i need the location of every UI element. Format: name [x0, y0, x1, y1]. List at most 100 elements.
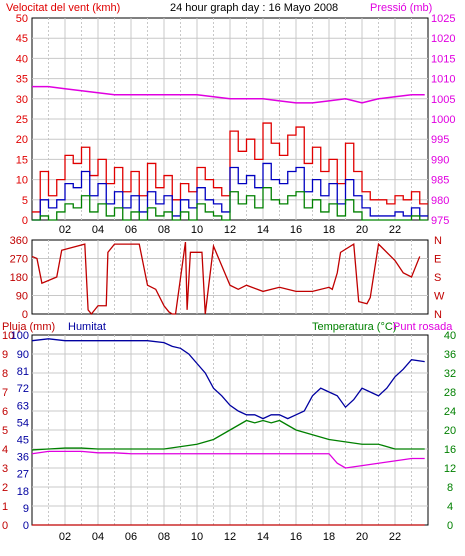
compass-tick: E: [434, 254, 441, 266]
wind-y-tick: 15: [16, 154, 28, 166]
pressure-y-tick: 1005: [431, 94, 455, 106]
rain-y-tick: 10: [2, 330, 14, 342]
temperature-y-tick: 4: [447, 501, 453, 513]
x-tick-label-panel3: 08: [158, 531, 170, 543]
chart-title: 24 hour graph day : 16 Mayo 2008: [170, 2, 338, 14]
x-tick-label-panel1: 10: [191, 224, 203, 236]
compass-tick: N: [434, 309, 442, 321]
compass-tick: S: [434, 272, 441, 284]
x-tick-label-panel1: 12: [224, 224, 236, 236]
humidity-y-tick: 18: [17, 486, 29, 498]
pressure-y-tick: 1025: [431, 13, 455, 25]
temperature-axis-title: Temperatura (°C): [312, 321, 396, 333]
x-tick-label-panel3: 02: [59, 531, 71, 543]
rain-y-tick: 0: [2, 520, 8, 532]
humidity-y-tick: 100: [11, 330, 29, 342]
x-tick-label-panel1: 16: [290, 224, 302, 236]
x-tick-label-panel3: 14: [257, 531, 269, 543]
rain-y-tick: 2: [2, 482, 8, 494]
x-tick-label-panel3: 18: [323, 531, 335, 543]
x-tick-label-panel1: 22: [389, 224, 401, 236]
wind-y-tick: 45: [16, 33, 28, 45]
pressure-y-tick: 1020: [431, 33, 455, 45]
wind-y-tick: 0: [22, 215, 28, 227]
humidity-y-tick: 90: [17, 349, 29, 361]
direction-y-tick: 360: [10, 235, 28, 247]
wind-direction-line: [31, 241, 421, 316]
wind-y-tick: 20: [16, 134, 28, 146]
wind-y-tick: 5: [22, 195, 28, 207]
humidity-axis-title: Humitat: [68, 321, 106, 333]
temperature-y-tick: 32: [444, 368, 456, 380]
x-tick-label-panel1: 02: [59, 224, 71, 236]
rain-axis-title: Pluja (mm): [2, 321, 55, 333]
humidity-y-tick: 54: [17, 417, 29, 429]
wind-y-tick: 35: [16, 74, 28, 86]
pressure-y-tick: 1000: [431, 114, 455, 126]
wind-avg-line: [32, 162, 428, 221]
temperature-y-tick: 28: [444, 387, 456, 399]
x-tick-label-panel3: 22: [389, 531, 401, 543]
humidity-y-tick: 45: [17, 435, 29, 447]
direction-y-tick: 0: [22, 309, 28, 321]
compass-tick: W: [434, 291, 445, 303]
humidity-y-tick: 0: [23, 520, 29, 532]
x-tick-label-panel3: 10: [191, 531, 203, 543]
humidity-y-tick: 9: [23, 503, 29, 515]
x-tick-label-panel3: 16: [290, 531, 302, 543]
rain-y-tick: 6: [2, 406, 8, 418]
x-tick-label-panel1: 14: [257, 224, 269, 236]
wind-y-tick: 50: [16, 13, 28, 25]
humidity-y-tick: 81: [17, 366, 29, 378]
humidity-y-tick: 27: [17, 469, 29, 481]
compass-tick: N: [434, 235, 442, 247]
temperature-y-tick: 20: [444, 425, 456, 437]
dewpoint-axis-title: Punt rosada: [393, 321, 453, 333]
pressure-y-tick: 975: [431, 215, 449, 227]
x-tick-label-panel3: 12: [224, 531, 236, 543]
pressure-y-tick: 1010: [431, 74, 455, 86]
rain-y-tick: 1: [2, 501, 8, 513]
temperature-y-tick: 12: [444, 463, 456, 475]
wind-y-tick: 10: [16, 175, 28, 187]
wind-axis-title: Velocitat del vent (kmh): [6, 2, 120, 14]
humidity-y-tick: 72: [17, 383, 29, 395]
x-tick-label-panel1: 18: [323, 224, 335, 236]
humidity-line: [31, 338, 425, 420]
wind-y-tick: 25: [16, 114, 28, 126]
pressure-axis-title: Pressió (mb): [370, 2, 432, 14]
x-tick-label-panel1: 06: [125, 224, 137, 236]
pressure-y-tick: 990: [431, 154, 449, 166]
pressure-line: [32, 85, 425, 104]
direction-y-tick: 180: [10, 272, 28, 284]
pressure-y-tick: 1015: [431, 53, 455, 65]
rain-y-tick: 5: [2, 425, 8, 437]
humidity-y-tick: 36: [17, 452, 29, 464]
x-tick-label-panel1: 20: [356, 224, 368, 236]
x-tick-label-panel1: 04: [92, 224, 104, 236]
temperature-y-tick: 24: [444, 406, 456, 418]
wind-y-tick: 40: [16, 53, 28, 65]
temperature-y-tick: 40: [444, 330, 456, 342]
x-tick-label-panel3: 20: [356, 531, 368, 543]
pressure-y-tick: 980: [431, 195, 449, 207]
direction-y-tick: 90: [16, 291, 28, 303]
rain-y-tick: 7: [2, 387, 8, 399]
pressure-y-tick: 985: [431, 175, 449, 187]
temperature-y-tick: 8: [447, 482, 453, 494]
dewpoint-line: [31, 450, 425, 469]
rain-y-tick: 3: [2, 463, 8, 475]
x-tick-label-panel3: 04: [92, 531, 104, 543]
rain-y-tick: 8: [2, 368, 8, 380]
humidity-y-tick: 63: [17, 400, 29, 412]
temperature-y-tick: 16: [444, 444, 456, 456]
x-tick-label-panel1: 08: [158, 224, 170, 236]
direction-y-tick: 270: [10, 254, 28, 266]
temperature-y-tick: 36: [444, 349, 456, 361]
x-tick-label-panel3: 06: [125, 531, 137, 543]
rain-y-tick: 4: [2, 444, 8, 456]
temperature-y-tick: 0: [447, 520, 453, 532]
wind-y-tick: 30: [16, 94, 28, 106]
